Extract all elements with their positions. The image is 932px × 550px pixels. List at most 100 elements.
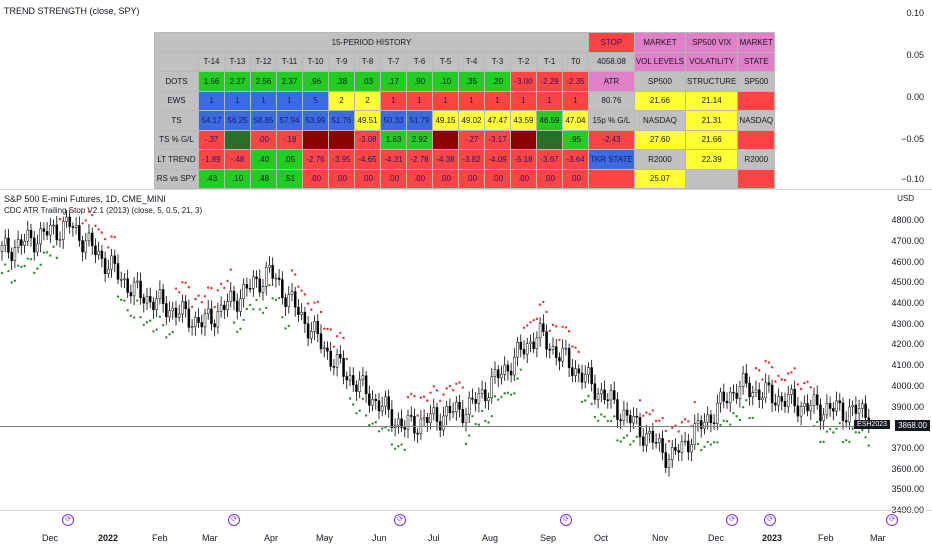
event-icon[interactable]: ⟳ bbox=[394, 514, 406, 526]
candle-body bbox=[748, 382, 751, 398]
candle-body bbox=[687, 440, 690, 453]
candle-body bbox=[674, 447, 677, 451]
candle-body bbox=[161, 289, 165, 304]
price-chart[interactable] bbox=[0, 210, 890, 510]
candle-body bbox=[680, 441, 684, 453]
event-icon[interactable]: ⟳ bbox=[560, 514, 572, 526]
trailing-stop-long-dot bbox=[242, 318, 245, 322]
candle-body bbox=[596, 393, 600, 400]
study-title[interactable]: CDC ATR Trailing Stop V2.1 (2013) (close… bbox=[4, 206, 203, 215]
trailing-stop-long-dot bbox=[139, 315, 142, 319]
last-price-line bbox=[0, 426, 890, 427]
trailing-stop-short-dot bbox=[761, 378, 764, 381]
candle-body bbox=[661, 438, 664, 453]
candle-body bbox=[583, 374, 587, 383]
time-axis[interactable]: Dec 2022 Feb Mar Apr May Jun Jul Aug Sep Oct Nov Dec… bbox=[0, 510, 932, 550]
candle-body bbox=[268, 265, 271, 268]
candle-body bbox=[361, 375, 365, 381]
trailing-stop-long-dot bbox=[355, 412, 358, 415]
trailing-stop-short-dot bbox=[216, 289, 220, 292]
candle-body bbox=[519, 341, 523, 350]
candle-body bbox=[245, 284, 249, 289]
event-icon[interactable]: ⟳ bbox=[62, 514, 74, 526]
table-cell: T-10 bbox=[302, 51, 329, 72]
event-icon[interactable]: ⟳ bbox=[228, 514, 240, 526]
trailing-stop-short-dot bbox=[529, 321, 532, 324]
trailing-stop-long-dot bbox=[513, 392, 516, 395]
trailing-stop-long-dot bbox=[129, 314, 133, 318]
table-cell: 2.37 bbox=[276, 71, 303, 92]
candle-body bbox=[641, 436, 645, 446]
trailing-stop-long-dot bbox=[490, 414, 493, 418]
trailing-stop-short-dot bbox=[754, 366, 758, 370]
table-cell: 2.92 bbox=[406, 129, 433, 150]
table-cell: STOP bbox=[588, 32, 635, 53]
trailing-stop-long-dot bbox=[261, 311, 265, 315]
candle-body bbox=[216, 310, 220, 328]
table-cell: -5.18 bbox=[510, 149, 537, 170]
table-cell: 1 bbox=[250, 90, 277, 111]
trailing-stop-long-dot bbox=[629, 443, 632, 446]
candle-body bbox=[780, 396, 784, 402]
candle-body bbox=[32, 237, 36, 253]
candle-body bbox=[699, 420, 703, 429]
trailing-stop-long-dot bbox=[709, 443, 713, 446]
price-axis[interactable]: 4800.00 4700.00 4600.00 4500.00 4400.00 4300.… bbox=[891, 190, 932, 515]
trailing-stop-short-dot bbox=[197, 294, 200, 297]
candle-body bbox=[690, 444, 693, 453]
trailing-stop-short-dot bbox=[326, 327, 329, 331]
table-row: LT TREND -1.89 -.48.40.05 -2.76 -3.95 -4.65 -4… bbox=[154, 149, 776, 170]
event-icon[interactable]: ⟳ bbox=[886, 514, 898, 526]
candle-body bbox=[252, 276, 255, 289]
candle-body bbox=[142, 297, 146, 304]
event-icon[interactable]: ⟳ bbox=[726, 514, 738, 526]
time-label: Mar bbox=[202, 533, 218, 543]
candle-body bbox=[464, 414, 468, 424]
trailing-stop-long-dot bbox=[616, 439, 619, 442]
symbol-title[interactable]: S&P 500 E-mini Futures, 1D, CME_MINI bbox=[4, 194, 166, 204]
candle-body bbox=[52, 224, 55, 227]
trailing-stop-long-dot bbox=[857, 431, 861, 434]
candle-body bbox=[551, 346, 555, 350]
table-cell: 1 bbox=[276, 90, 303, 111]
indicator-title[interactable]: TREND STRENGTH (close, SPY) bbox=[4, 6, 140, 16]
candle-body bbox=[574, 368, 577, 376]
trailing-stop-short-dot bbox=[107, 246, 110, 249]
candle-body bbox=[42, 228, 46, 232]
trailing-stop-long-dot bbox=[625, 434, 629, 437]
candle-body bbox=[828, 403, 832, 409]
time-label: Nov bbox=[652, 533, 669, 543]
indicator-price-axis[interactable]: 0.10 0.05 0.00 −0.05 −0.10 bbox=[892, 0, 932, 190]
trailing-stop-short-dot bbox=[58, 217, 62, 221]
table-cell: .43 bbox=[198, 168, 225, 189]
event-icon[interactable]: ⟳ bbox=[764, 514, 776, 526]
trailing-stop-short-dot bbox=[777, 374, 780, 378]
table-cell: 1 bbox=[224, 90, 251, 111]
trailing-stop-long-dot bbox=[165, 336, 168, 339]
table-cell: 1 bbox=[562, 90, 589, 111]
trailing-stop-long-dot bbox=[613, 415, 616, 418]
trailing-stop-short-dot bbox=[187, 285, 191, 289]
candle-body bbox=[664, 452, 668, 468]
candle-body bbox=[767, 382, 771, 386]
trailing-stop-short-dot bbox=[445, 387, 448, 390]
time-label: Mar bbox=[870, 533, 886, 543]
trailing-stop-short-dot bbox=[442, 393, 445, 396]
trailing-stop-short-dot bbox=[561, 325, 564, 328]
time-label: Dec bbox=[708, 533, 725, 543]
table-cell: T-3 bbox=[484, 51, 511, 72]
price-pane[interactable]: S&P 500 E-mini Futures, 1D, CME_MINI CDC… bbox=[0, 190, 932, 510]
trailing-stop-short-dot bbox=[780, 378, 783, 381]
candle-body bbox=[322, 347, 326, 350]
candle-body bbox=[448, 405, 452, 414]
table-cell: 54.17 bbox=[198, 110, 225, 131]
trailing-stop-short-dot bbox=[667, 439, 671, 443]
candle-body bbox=[432, 407, 436, 415]
trailing-stop-short-dot bbox=[113, 235, 116, 239]
candle-body bbox=[835, 400, 838, 412]
axis-tick: 3600.00 bbox=[891, 463, 924, 474]
trailing-stop-long-dot bbox=[126, 309, 129, 312]
trailing-stop-long-dot bbox=[719, 423, 722, 427]
candle-body bbox=[471, 397, 474, 400]
table-cell: .10 bbox=[224, 168, 251, 189]
